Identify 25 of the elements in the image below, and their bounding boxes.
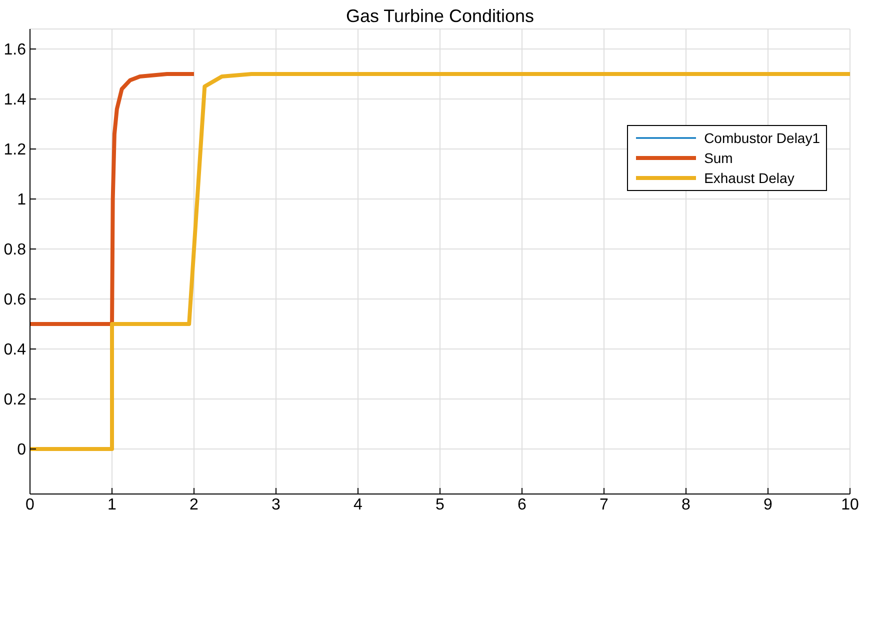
y-tick-label: 0.2 [4,392,26,409]
legend-label: Exhaust Delay [704,170,794,186]
line-series [30,72,196,326]
x-tick-label: 8 [682,496,691,514]
x-tick-label: 6 [518,496,527,514]
line-series [30,72,850,451]
y-tick-label: 1.4 [4,92,26,109]
x-tick-label: 2 [190,496,199,514]
y-tick-label: 1 [17,192,26,209]
x-tick-label: 1 [108,496,117,514]
y-tick-label: 1.6 [4,42,26,59]
x-tick-label: 9 [764,496,773,514]
y-tick-label: 0.6 [4,292,26,309]
y-tick-label: 0 [17,442,26,459]
x-tick-label: 5 [436,496,445,514]
x-tick-label: 10 [841,496,859,514]
y-tick-label: 0.4 [4,342,26,359]
chart-title: Gas Turbine Conditions [344,6,536,27]
x-tick-label: 4 [354,496,363,514]
x-tick-label: 3 [272,496,281,514]
x-tick-label: 7 [600,496,609,514]
y-tick-label: 0.8 [4,242,26,259]
legend-label: Combustor Delay1 [704,130,820,146]
y-tick-label: 1.2 [4,142,26,159]
legend-label: Sum [704,150,733,166]
